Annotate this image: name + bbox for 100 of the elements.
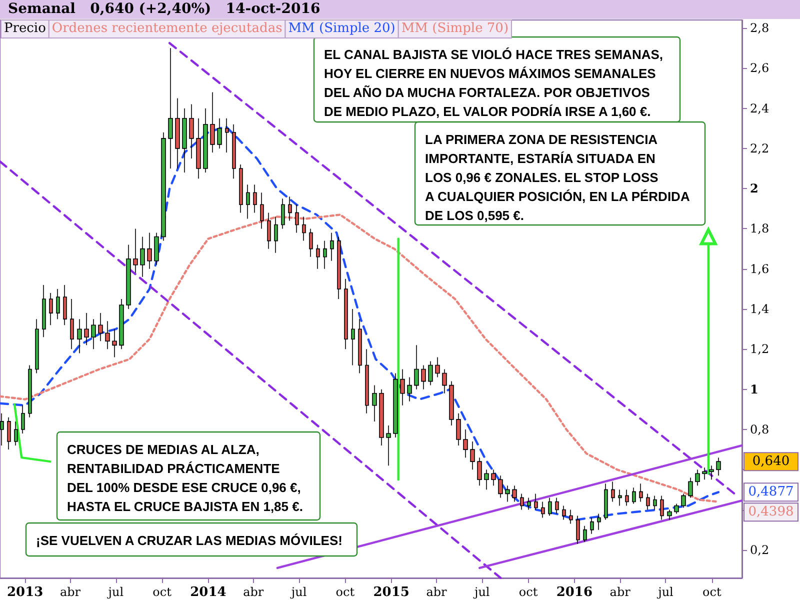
- candlestick: [590, 517, 594, 534]
- candlestick: [505, 485, 510, 502]
- candlestick: [379, 388, 384, 446]
- candlestick: [414, 344, 419, 390]
- candlestick: [351, 308, 355, 366]
- candlestick: [534, 493, 538, 510]
- candlestick: [147, 232, 152, 270]
- x-tick-label: oct: [152, 585, 172, 599]
- text: MM (Simple 70): [401, 21, 509, 36]
- x-tick-label: 2016: [556, 585, 593, 600]
- candlestick: [386, 425, 391, 466]
- y-tick-label: 2: [750, 182, 758, 196]
- annotation: 0,4398: [748, 504, 794, 520]
- candlestick: [632, 487, 636, 504]
- candlestick: [625, 489, 629, 506]
- x-tick-label: abr: [243, 585, 264, 599]
- candlestick: [681, 493, 686, 508]
- candlestick: [653, 495, 657, 510]
- candlestick: [217, 118, 222, 149]
- candlestick: [646, 493, 650, 510]
- candlestick: [330, 232, 334, 262]
- candlestick: [337, 236, 341, 300]
- candlestick: [660, 495, 664, 520]
- candlestick: [239, 164, 243, 214]
- candlestick: [400, 368, 405, 406]
- text: Precio: [4, 21, 46, 36]
- candlestick: [246, 184, 250, 220]
- annotation: EL CANAL BAJISTA SE VIOLÓ HACE TRES SEMANAS, HOY EL CIERRE EN NUEVOS MÁXIMOS SEMANALES DEL AÑO DA MUCHA FORTALEZA. POR OBJETIVOS DE MEDIO PLAZO, EL VALOR PODRÍA IRSE A 1,60 €.: [324, 47, 664, 119]
- candlestick: [70, 298, 74, 350]
- y-tick-label: 2,2: [750, 141, 770, 156]
- candlestick: [98, 312, 103, 342]
- x-tick-label: 2013: [6, 585, 44, 600]
- x-tick-label: oct: [702, 585, 722, 599]
- candlestick: [35, 318, 39, 374]
- candlestick: [203, 108, 208, 173]
- candlestick: [456, 413, 461, 446]
- y-tick-label: 1: [750, 382, 758, 396]
- chart-title: Semanal 0,640 (+2,40%) 14-oct-2016: [8, 1, 320, 17]
- candlestick: [168, 48, 173, 169]
- candlestick: [133, 228, 138, 274]
- annotation: CRUCES DE MEDIAS AL ALZA, RENTABILIDAD PRÁCTICAMENTE DEL 100% DESDE ESE CRUCE 0,96 €, HASTA EL CRUCE BAJISTA EN 1,85 €.: [67, 442, 303, 514]
- candlestick: [91, 318, 96, 350]
- annotation: 0,4877: [748, 484, 794, 500]
- candlestick: [344, 278, 348, 350]
- line-series: [0, 125, 720, 521]
- candlestick: [491, 469, 496, 486]
- y-tick-label: 0,2: [750, 542, 770, 557]
- candlestick: [548, 497, 552, 516]
- y-tick-label: 2,4: [750, 101, 770, 116]
- annotation: Ordenes recientemente ejecutadas: [52, 21, 282, 36]
- candlestick: [274, 216, 278, 254]
- candlestick: [154, 232, 159, 266]
- candlestick: [225, 118, 229, 153]
- candlestick: [196, 118, 201, 179]
- candlestick: [639, 483, 643, 502]
- candlestick: [555, 497, 559, 514]
- candlestick: [161, 132, 166, 242]
- candlestick: [667, 509, 672, 520]
- y-tick-label: 1,4: [750, 302, 770, 316]
- y-tick-label: 1,6: [750, 262, 770, 276]
- candlestick: [477, 457, 482, 486]
- candlestick: [7, 417, 11, 450]
- candlestick: [140, 236, 145, 278]
- candlestick: [84, 312, 89, 346]
- candlestick: [372, 384, 377, 422]
- y-tick-label: 1,2: [750, 342, 770, 356]
- candlestick: [0, 413, 4, 446]
- candlestick: [569, 509, 573, 524]
- candlestick: [498, 475, 503, 498]
- candlestick: [119, 298, 124, 350]
- x-tick-label: abr: [426, 585, 448, 599]
- candlestick: [604, 483, 608, 520]
- candlestick: [597, 513, 601, 530]
- candlestick: [232, 124, 236, 179]
- candlestick: [63, 284, 67, 326]
- candlestick: [512, 485, 517, 502]
- candlestick: [295, 204, 299, 234]
- candlestick: [42, 284, 46, 338]
- candlestick: [562, 505, 566, 520]
- x-tick-label: 2014: [190, 585, 226, 600]
- candlestick: [189, 104, 194, 159]
- candlestick: [358, 318, 362, 374]
- annotation: LA PRIMERA ZONA DE RESISTENCIA IMPORTANTE, ESTARÍA SITUADA EN LOS 0,96 € ZONALES. EL STOP LOSS A CUALQUIER POSICIÓN, EN LA PÉRDIDA DE LOS 0,595 €.: [425, 132, 690, 223]
- y-tick-label: 2,8: [750, 21, 770, 36]
- candlestick: [435, 356, 440, 378]
- candlestick: [49, 292, 53, 326]
- annotation: 0,640: [752, 454, 790, 470]
- candlestick: [267, 212, 271, 250]
- x-tick-label: abr: [610, 585, 631, 599]
- candlestick: [583, 525, 587, 542]
- candlestick: [611, 481, 615, 502]
- candlestick: [520, 493, 524, 510]
- x-tick-label: jul: [106, 585, 124, 599]
- candlestick: [674, 503, 679, 514]
- candlestick: [288, 196, 292, 222]
- candlestick: [527, 497, 531, 510]
- candlestick: [182, 108, 187, 173]
- candlestick: [365, 348, 369, 414]
- candlestick: [393, 372, 398, 438]
- candlestick: [281, 198, 285, 230]
